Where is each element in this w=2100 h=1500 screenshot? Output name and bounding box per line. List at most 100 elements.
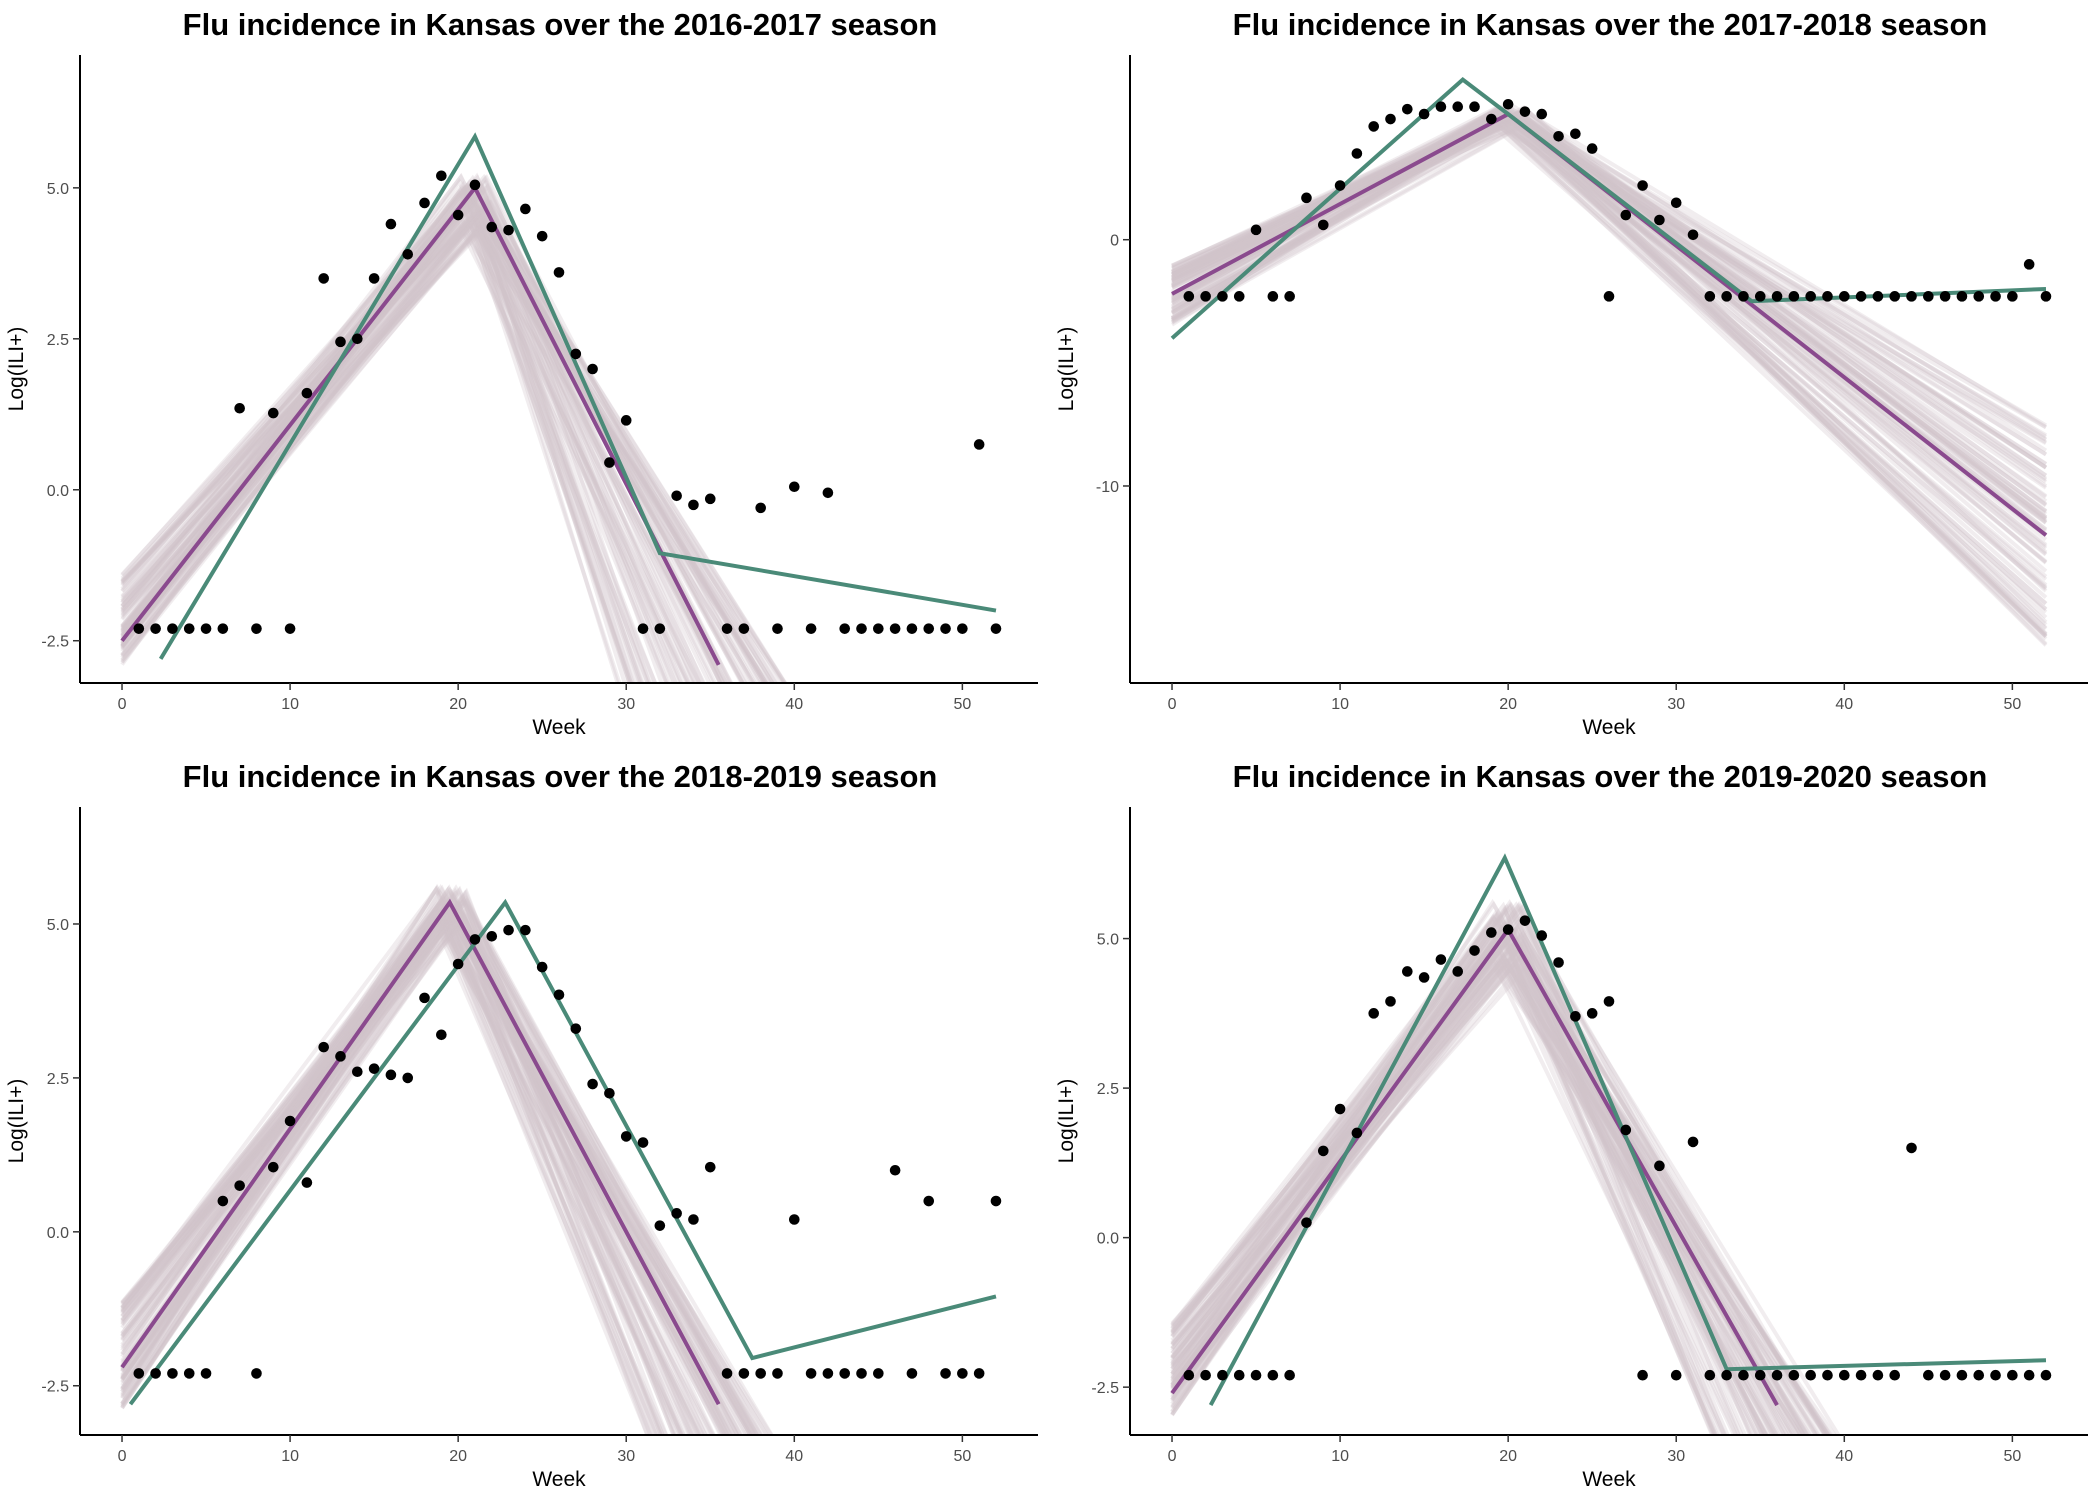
x-tick-label: 40 — [785, 696, 803, 713]
data-point — [553, 267, 565, 278]
data-point — [469, 179, 481, 191]
posterior-draw — [1170, 961, 1800, 1435]
y-axis-title: Log(ILI+) — [1055, 327, 1078, 412]
posterior-draw — [120, 174, 706, 683]
data-point — [385, 218, 397, 230]
posterior-draw — [120, 884, 759, 1435]
posterior-draw — [120, 913, 731, 1435]
posterior-draw — [1170, 920, 1775, 1435]
y-tick-label: 2.5 — [1097, 1081, 1119, 1098]
posterior-draw — [120, 212, 634, 683]
data-point — [906, 1368, 918, 1379]
posterior-draw — [1171, 109, 2048, 508]
posterior-draw — [1171, 118, 2048, 470]
posterior-draw — [1171, 122, 2048, 547]
data-point — [1704, 291, 1716, 302]
posterior-draw — [1170, 952, 1760, 1435]
data-point — [1603, 996, 1615, 1007]
data-point — [1368, 121, 1380, 132]
posterior-draw — [1170, 907, 1745, 1435]
data-point — [873, 1368, 884, 1379]
posterior-draw — [120, 195, 769, 683]
posterior-draw — [120, 895, 743, 1435]
y-tick-label: -2.5 — [41, 1379, 69, 1396]
data-point — [738, 623, 750, 634]
data-point — [536, 230, 548, 242]
posterior-draw — [120, 205, 744, 683]
posterior-draw — [1170, 916, 1831, 1435]
posterior-draw — [120, 194, 712, 683]
y-tick-label: 5.0 — [1097, 932, 1119, 949]
data-point — [1233, 1369, 1245, 1381]
data-point — [167, 1368, 178, 1379]
posterior-draw — [120, 912, 740, 1435]
data-point — [1284, 1369, 1295, 1381]
posterior-draw — [1170, 955, 1804, 1435]
data-point — [755, 1368, 766, 1379]
posterior-draw — [120, 884, 696, 1435]
posterior-draw — [1170, 940, 1782, 1435]
data-point — [620, 1131, 632, 1142]
posterior-draw — [1170, 931, 1809, 1435]
data-point — [1250, 224, 1262, 236]
data-point — [1200, 1369, 1211, 1381]
data-point — [957, 1368, 968, 1379]
data-point — [1469, 101, 1480, 113]
posterior-draw — [1170, 902, 1748, 1435]
data-point — [923, 623, 935, 634]
x-tick-label: 40 — [1835, 1448, 1853, 1465]
posterior-draw — [120, 211, 786, 683]
posterior-draw — [120, 915, 701, 1435]
data-point — [940, 623, 951, 634]
data-point — [318, 1041, 330, 1053]
data-point — [1872, 1369, 1884, 1381]
posterior-draw — [120, 212, 678, 683]
posterior-draw — [120, 916, 751, 1435]
posterior-draws — [1170, 104, 2048, 647]
data-point — [1687, 1136, 1699, 1148]
posterior-draw — [120, 180, 658, 683]
panel-title: Flu incidence in Kansas over the 2017-20… — [1233, 7, 1988, 42]
posterior-draw — [120, 209, 681, 683]
posterior-draw — [1170, 961, 1739, 1435]
posterior-draw — [120, 918, 684, 1435]
data-point — [1402, 103, 1413, 115]
x-tick-label: 50 — [953, 1448, 971, 1465]
alternative-line — [158, 132, 997, 660]
posterior-draw — [120, 897, 753, 1435]
posterior-draw — [1171, 107, 2048, 638]
data-point — [1838, 1369, 1850, 1381]
data-point — [654, 623, 666, 634]
data-point — [1855, 1369, 1867, 1381]
x-tick-label: 30 — [617, 696, 635, 713]
data-point — [352, 1066, 363, 1078]
x-tick-label: 30 — [1667, 1448, 1685, 1465]
data-point — [772, 1368, 783, 1379]
data-point — [2007, 291, 2018, 302]
posterior-draw — [120, 185, 674, 683]
posterior-draw — [120, 218, 684, 683]
posterior-draw — [1170, 956, 1780, 1435]
x-tick-label: 10 — [1331, 696, 1349, 713]
posterior-draw — [1171, 115, 2048, 519]
posterior-draw — [120, 899, 743, 1435]
posterior-draw — [120, 917, 727, 1435]
posterior-draw — [120, 884, 708, 1435]
data-point — [688, 499, 699, 511]
posterior-draw — [120, 217, 627, 683]
data-point — [973, 439, 985, 450]
x-tick-label: 50 — [2003, 696, 2021, 713]
data-point — [1990, 291, 2001, 302]
data-point — [1217, 291, 1228, 302]
posterior-draw — [1170, 900, 1813, 1435]
posterior-draw — [120, 185, 745, 683]
data-point — [234, 1180, 245, 1191]
data-point — [688, 1214, 699, 1225]
data-point — [251, 1368, 262, 1379]
data-point — [738, 1368, 750, 1379]
panel-3: 0 10 20 30 40 50 -2.5 0.0 2.5 5.0 Flu incidence in… — [5, 759, 1038, 1491]
posterior-draw — [120, 199, 764, 683]
posterior-draw — [120, 896, 659, 1435]
data-point — [990, 1195, 1002, 1207]
posterior-draw — [1170, 909, 1819, 1435]
